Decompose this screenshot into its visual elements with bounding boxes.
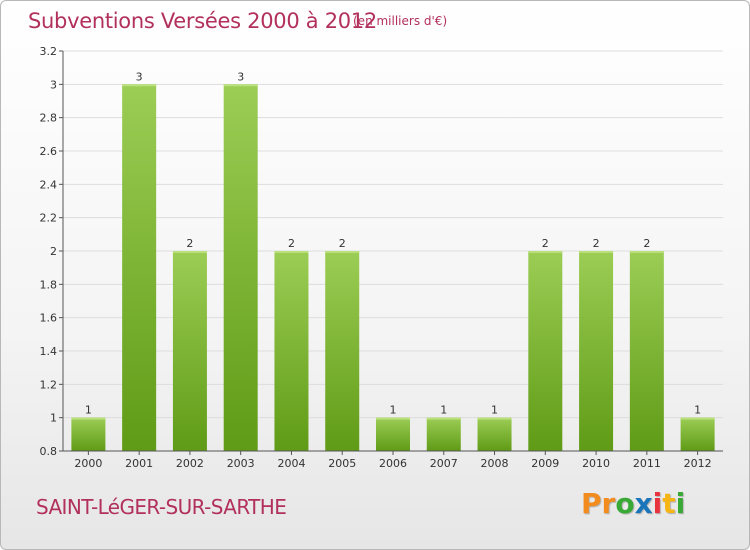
bar-2007 <box>426 417 461 451</box>
data-label-2010: 2 <box>593 237 600 250</box>
y-tick-label: 1.2 <box>40 378 58 391</box>
y-tick-label: 1.4 <box>40 345 58 358</box>
bar-top-edge <box>680 417 715 420</box>
logo-letter: P <box>581 487 602 520</box>
y-tick-label: 1.6 <box>40 312 58 325</box>
bar-2002 <box>172 251 207 451</box>
bar-top-edge <box>629 251 664 253</box>
labels: 0.8 1 1.2 1.4 1.6 1.8 2 2.2 2.4 2.6 2.8 3 3.2 1 2000 3 2… <box>40 45 712 470</box>
x-tick-label-2009: 2009 <box>531 457 559 470</box>
bar-top-edge <box>528 251 563 253</box>
bar-top-edge <box>477 417 512 420</box>
data-label-2007: 1 <box>440 404 447 417</box>
x-tick-label-2001: 2001 <box>125 457 153 470</box>
x-tick-label-2008: 2008 <box>481 457 509 470</box>
logo-letter: i <box>652 487 663 520</box>
bar-2008 <box>477 417 512 451</box>
bar-top-edge <box>223 84 258 87</box>
grid-lines <box>63 50 723 452</box>
bar-top-edge <box>426 417 461 420</box>
y-tick-label: 2.2 <box>40 212 58 225</box>
logo-letter: x <box>634 487 653 520</box>
data-label-2005: 2 <box>339 237 346 250</box>
y-tick-label: 2.4 <box>40 178 58 191</box>
logo-letter: o <box>615 487 635 520</box>
data-label-2003: 3 <box>237 70 244 83</box>
chart-subtitle: (en milliers d'€) <box>353 14 448 28</box>
logo-letter: t <box>662 487 676 520</box>
y-tick-label: 2.6 <box>40 145 58 158</box>
x-tick-label-2006: 2006 <box>379 457 407 470</box>
y-tick-label: 3 <box>50 78 57 91</box>
bar-top-edge <box>274 251 309 253</box>
y-tick-label: 2.8 <box>40 112 58 125</box>
data-label-2008: 1 <box>491 404 498 417</box>
bar-2011 <box>629 251 664 451</box>
commune-name: SAINT-LéGER-SUR-SARTHE <box>36 495 287 519</box>
bar-2001 <box>122 84 157 451</box>
x-tick-label-2011: 2011 <box>633 457 661 470</box>
x-tick-label-2000: 2000 <box>74 457 102 470</box>
x-tick-label-2012: 2012 <box>684 457 712 470</box>
bar-2000 <box>71 417 106 451</box>
bar-top-edge <box>579 251 614 253</box>
bar-top-edge <box>325 251 360 253</box>
chart-title: Subventions Versées 2000 à 2012 <box>28 9 377 33</box>
bar-2004 <box>274 251 309 451</box>
proxiti-logo: Proxiti <box>581 487 685 520</box>
bar-top-edge <box>71 417 106 420</box>
data-label-2009: 2 <box>542 237 549 250</box>
x-tick-label-2007: 2007 <box>430 457 458 470</box>
data-label-2012: 1 <box>694 404 701 417</box>
data-label-2006: 1 <box>390 404 397 417</box>
x-tick-label-2003: 2003 <box>227 457 255 470</box>
logo-letter: i <box>675 487 686 520</box>
bar-2006 <box>376 417 410 451</box>
bar-2010 <box>579 251 614 451</box>
data-label-2004: 2 <box>288 237 295 250</box>
y-tick-label: 1.8 <box>40 278 58 291</box>
bar-2005 <box>325 251 360 451</box>
bar-top-edge <box>172 251 207 253</box>
data-label-2000: 1 <box>85 404 92 417</box>
bar-2003 <box>223 84 258 451</box>
y-tick-label: 3.2 <box>40 45 58 58</box>
x-tick-label-2004: 2004 <box>277 457 305 470</box>
data-label-2011: 2 <box>643 237 650 250</box>
data-label-2002: 2 <box>186 237 193 250</box>
x-tick-label-2002: 2002 <box>176 457 204 470</box>
bar-top-edge <box>376 417 410 420</box>
x-tick-label-2010: 2010 <box>582 457 610 470</box>
bar-2012 <box>680 417 715 451</box>
y-tick-label: 1 <box>50 412 57 425</box>
y-tick-label: 0.8 <box>40 445 58 458</box>
logo-letter: r <box>601 487 616 520</box>
bars <box>71 84 715 451</box>
axes <box>59 50 723 455</box>
x-tick-label-2005: 2005 <box>328 457 356 470</box>
y-tick-label: 2 <box>50 245 57 258</box>
bar-top-edge <box>122 84 157 87</box>
bar-2009 <box>528 251 563 451</box>
data-label-2001: 3 <box>136 70 143 83</box>
